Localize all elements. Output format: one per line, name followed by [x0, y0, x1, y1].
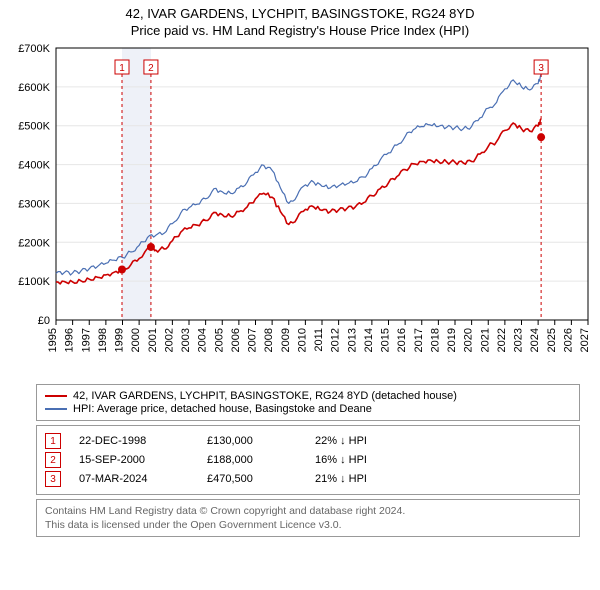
svg-text:2027: 2027: [579, 328, 591, 352]
svg-text:2006: 2006: [230, 328, 242, 352]
svg-text:1996: 1996: [64, 328, 76, 352]
svg-text:2004: 2004: [197, 328, 209, 352]
event-date: 15-SEP-2000: [79, 454, 189, 466]
attribution-footer: Contains HM Land Registry data © Crown c…: [36, 499, 580, 537]
svg-text:2020: 2020: [463, 328, 475, 352]
svg-text:2018: 2018: [429, 328, 441, 352]
legend-swatch: [45, 408, 67, 410]
svg-text:1995: 1995: [47, 328, 59, 352]
svg-text:2001: 2001: [147, 328, 159, 352]
legend-label: 42, IVAR GARDENS, LYCHPIT, BASINGSTOKE, …: [73, 390, 457, 402]
legend-row: 42, IVAR GARDENS, LYCHPIT, BASINGSTOKE, …: [45, 390, 571, 402]
svg-text:2024: 2024: [529, 328, 541, 352]
svg-text:£700K: £700K: [18, 43, 50, 55]
svg-text:2023: 2023: [513, 328, 525, 352]
svg-text:£600K: £600K: [18, 82, 50, 94]
svg-text:2000: 2000: [130, 328, 142, 352]
event-price: £470,500: [207, 473, 297, 485]
svg-text:£500K: £500K: [18, 121, 50, 133]
event-price: £130,000: [207, 435, 297, 447]
svg-text:£300K: £300K: [18, 198, 50, 210]
svg-text:2008: 2008: [263, 328, 275, 352]
svg-text:2013: 2013: [346, 328, 358, 352]
svg-text:2025: 2025: [546, 328, 558, 352]
svg-text:1998: 1998: [97, 328, 109, 352]
legend-swatch: [45, 395, 67, 397]
svg-text:1: 1: [119, 63, 125, 74]
svg-text:3: 3: [538, 63, 544, 74]
legend: 42, IVAR GARDENS, LYCHPIT, BASINGSTOKE, …: [36, 384, 580, 421]
event-price: £188,000: [207, 454, 297, 466]
chart-subtitle: Price paid vs. HM Land Registry's House …: [0, 23, 600, 38]
svg-text:2012: 2012: [330, 328, 342, 352]
event-row: 1 22-DEC-1998 £130,000 22% ↓ HPI: [45, 433, 571, 449]
svg-text:2021: 2021: [479, 328, 491, 352]
event-marker-icon: 1: [45, 433, 61, 449]
svg-text:2016: 2016: [396, 328, 408, 352]
svg-text:£0: £0: [38, 315, 50, 327]
svg-text:2011: 2011: [313, 328, 325, 352]
event-date: 07-MAR-2024: [79, 473, 189, 485]
legend-label: HPI: Average price, detached house, Basi…: [73, 403, 372, 415]
svg-text:2007: 2007: [247, 328, 259, 352]
price-chart: £0 £100K £200K £300K £400K £500K £600K £700K 199…: [0, 38, 600, 378]
svg-text:2003: 2003: [180, 328, 192, 352]
event-delta: 16% ↓ HPI: [315, 454, 367, 466]
svg-text:2010: 2010: [296, 328, 308, 352]
svg-text:2022: 2022: [496, 328, 508, 352]
svg-text:1999: 1999: [114, 328, 126, 352]
footer-line-2: This data is licensed under the Open Gov…: [45, 518, 571, 532]
event-marker-icon: 2: [45, 452, 61, 468]
event-delta: 22% ↓ HPI: [315, 435, 367, 447]
svg-text:2002: 2002: [163, 328, 175, 352]
svg-text:1997: 1997: [80, 328, 92, 352]
footer-line-1: Contains HM Land Registry data © Crown c…: [45, 504, 571, 518]
svg-text:2009: 2009: [280, 328, 292, 352]
event-row: 3 07-MAR-2024 £470,500 21% ↓ HPI: [45, 471, 571, 487]
svg-text:2: 2: [148, 63, 154, 74]
event-date: 22-DEC-1998: [79, 435, 189, 447]
event-marker-icon: 3: [45, 471, 61, 487]
svg-text:2017: 2017: [413, 328, 425, 352]
chart-title: 42, IVAR GARDENS, LYCHPIT, BASINGSTOKE, …: [0, 6, 600, 21]
event-row: 2 15-SEP-2000 £188,000 16% ↓ HPI: [45, 452, 571, 468]
svg-text:2015: 2015: [380, 328, 392, 352]
svg-text:£100K: £100K: [18, 276, 50, 288]
svg-text:£200K: £200K: [18, 237, 50, 249]
svg-text:2014: 2014: [363, 328, 375, 352]
svg-text:£400K: £400K: [18, 160, 50, 172]
legend-row: HPI: Average price, detached house, Basi…: [45, 403, 571, 415]
svg-text:2026: 2026: [562, 328, 574, 352]
events-table: 1 22-DEC-1998 £130,000 22% ↓ HPI 2 15-SEP-200…: [36, 425, 580, 495]
event-delta: 21% ↓ HPI: [315, 473, 367, 485]
svg-text:2019: 2019: [446, 328, 458, 352]
svg-text:2005: 2005: [213, 328, 225, 352]
